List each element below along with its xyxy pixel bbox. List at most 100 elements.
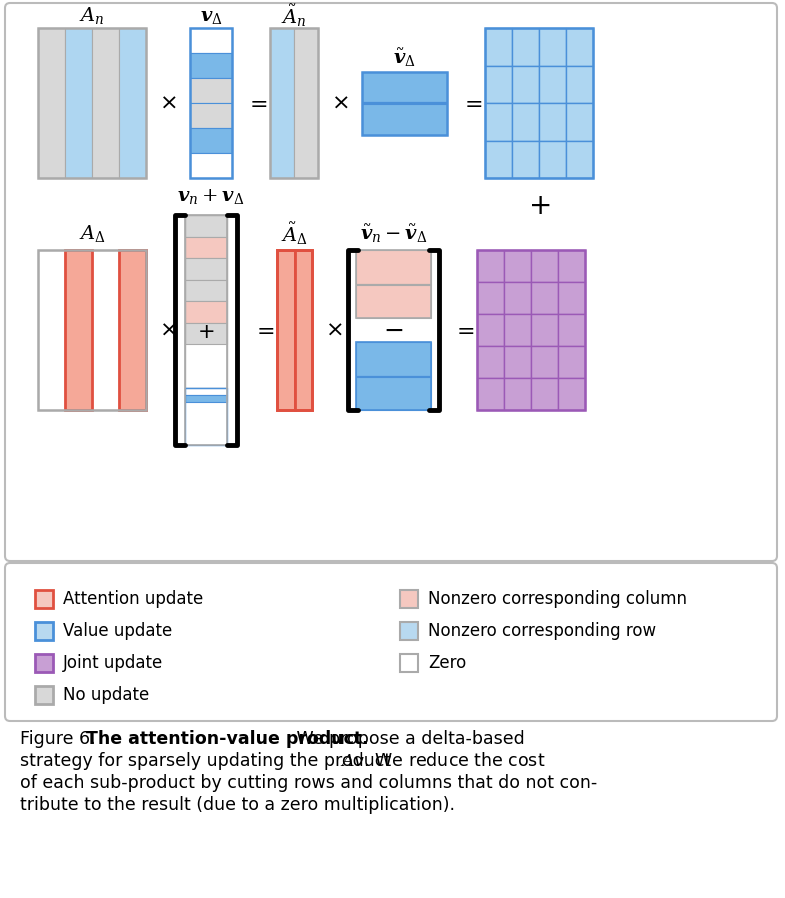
Text: of each sub-product by cutting rows and columns that do not con-: of each sub-product by cutting rows and … <box>20 774 597 792</box>
Text: No update: No update <box>63 686 149 704</box>
Bar <box>185 236 227 258</box>
Bar <box>566 28 593 66</box>
Text: Nonzero corresponding row: Nonzero corresponding row <box>428 622 656 640</box>
Bar <box>190 153 232 178</box>
Text: We propose a delta-based: We propose a delta-based <box>291 730 524 748</box>
Bar <box>566 103 593 140</box>
Bar <box>539 140 566 178</box>
Bar <box>558 378 585 410</box>
Text: strategy for sparsely updating the product: strategy for sparsely updating the produ… <box>20 752 396 770</box>
Bar <box>356 377 431 410</box>
Bar <box>190 128 232 153</box>
Bar <box>185 215 227 236</box>
Bar <box>277 250 294 410</box>
Bar <box>558 346 585 378</box>
Text: $-$: $-$ <box>383 318 403 342</box>
Bar <box>190 28 232 178</box>
Text: Attention update: Attention update <box>63 590 203 608</box>
Bar <box>185 388 227 395</box>
Text: $\tilde{\boldsymbol{v}}_n - \tilde{\boldsymbol{v}}_{\Delta}$: $\tilde{\boldsymbol{v}}_n - \tilde{\bold… <box>360 223 427 245</box>
Bar <box>485 28 512 66</box>
Text: Value update: Value update <box>63 622 172 640</box>
Text: $\boldsymbol{v}_{\Delta}$: $\boldsymbol{v}_{\Delta}$ <box>199 6 222 25</box>
Bar <box>512 103 539 140</box>
Bar <box>566 140 593 178</box>
Bar <box>356 376 431 377</box>
Text: $\tilde{\boldsymbol{v}}_{\Delta}$: $\tilde{\boldsymbol{v}}_{\Delta}$ <box>393 47 416 68</box>
Bar <box>119 28 146 178</box>
Bar <box>531 282 558 314</box>
FancyBboxPatch shape <box>5 563 777 721</box>
Bar <box>504 378 531 410</box>
Bar <box>485 140 512 178</box>
Bar <box>477 282 504 314</box>
Bar <box>485 66 512 103</box>
Bar <box>362 72 447 101</box>
Text: $\tilde{A}_{\Delta}$: $\tilde{A}_{\Delta}$ <box>281 221 308 247</box>
Text: $\times$: $\times$ <box>159 93 177 113</box>
Bar <box>185 388 227 445</box>
Bar <box>185 301 227 322</box>
Bar <box>190 28 232 53</box>
Bar <box>504 282 531 314</box>
Bar <box>512 28 539 66</box>
Bar <box>539 66 566 103</box>
Bar <box>566 66 593 103</box>
FancyBboxPatch shape <box>5 3 777 561</box>
Bar <box>38 250 65 410</box>
Bar <box>35 686 53 704</box>
Bar <box>294 28 318 178</box>
Bar <box>558 282 585 314</box>
Bar <box>362 101 447 104</box>
Bar <box>485 28 593 178</box>
Bar <box>477 314 504 346</box>
Bar <box>531 346 558 378</box>
Bar <box>190 78 232 103</box>
Bar <box>185 322 227 344</box>
Bar <box>558 250 585 282</box>
Text: $=$: $=$ <box>451 320 474 340</box>
Bar <box>504 346 531 378</box>
Bar <box>190 53 232 78</box>
Bar <box>539 28 566 66</box>
Text: The attention-value product.: The attention-value product. <box>86 730 369 748</box>
Bar <box>539 103 566 140</box>
Bar <box>277 250 312 410</box>
Bar <box>65 28 92 178</box>
Text: $\tilde{A}_n$: $\tilde{A}_n$ <box>281 3 307 29</box>
Bar <box>477 378 504 410</box>
Bar <box>477 250 585 410</box>
Text: $Av$. We reduce the cost: $Av$. We reduce the cost <box>340 752 546 770</box>
Bar <box>356 284 431 286</box>
Bar <box>185 395 227 402</box>
Text: $+$: $+$ <box>528 192 550 220</box>
Bar <box>485 103 512 140</box>
Text: $A_{\Delta}$: $A_{\Delta}$ <box>78 224 105 244</box>
Text: $=$: $=$ <box>245 93 267 113</box>
Text: $=$: $=$ <box>252 320 274 340</box>
Text: $A_n$: $A_n$ <box>79 5 104 27</box>
Text: $\times$: $\times$ <box>325 320 343 340</box>
Bar <box>270 28 318 178</box>
Bar <box>35 622 53 640</box>
Bar <box>356 286 431 318</box>
Bar <box>504 250 531 282</box>
Text: Joint update: Joint update <box>63 654 163 672</box>
Bar <box>65 250 92 410</box>
Bar <box>531 250 558 282</box>
Bar <box>531 314 558 346</box>
Bar <box>35 654 53 672</box>
Bar <box>185 215 227 388</box>
Bar <box>185 258 227 279</box>
Bar <box>558 314 585 346</box>
Bar <box>185 215 227 445</box>
Bar <box>35 590 53 608</box>
Bar <box>356 342 431 376</box>
Bar <box>38 28 146 178</box>
Text: Figure 6.: Figure 6. <box>20 730 101 748</box>
Bar <box>119 250 146 410</box>
Text: $\times$: $\times$ <box>331 93 349 113</box>
Bar <box>270 28 294 178</box>
Text: Zero: Zero <box>428 654 466 672</box>
Bar <box>356 342 431 410</box>
